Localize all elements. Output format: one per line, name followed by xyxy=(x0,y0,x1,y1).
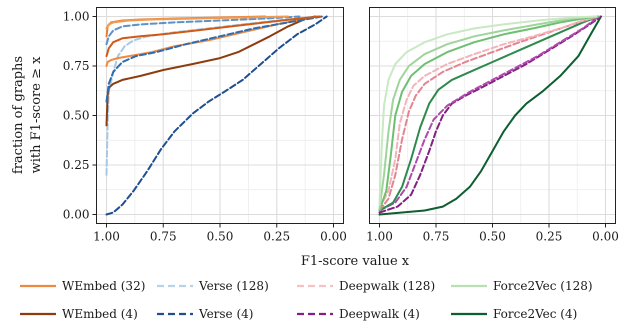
series-line-force2vec-128 xyxy=(378,15,600,212)
series-line-wembed-4 xyxy=(105,15,317,127)
legend-item: Deepwalk (128) xyxy=(297,279,435,293)
y-tick-label: 0.75 xyxy=(63,59,90,73)
x-tick-label: 0.25 xyxy=(536,230,563,244)
panel-right-series xyxy=(378,15,602,216)
x-tick-label: 0.50 xyxy=(207,230,234,244)
series-line-force2vec-4 xyxy=(378,15,602,216)
series-line-force2vec-128 xyxy=(378,15,598,206)
y-tick-label: 0.25 xyxy=(63,158,90,172)
x-tick-label: 0.00 xyxy=(592,230,619,244)
legend-label: Force2Vec (4) xyxy=(493,307,577,321)
x-tick-label: 0.25 xyxy=(263,230,290,244)
legend-label: WEmbed (4) xyxy=(62,307,138,321)
series-line-force2vec-128 xyxy=(378,15,598,210)
y-tick-label: 0.00 xyxy=(63,208,90,222)
series-line-deepwalk-128 xyxy=(378,15,600,210)
series-line-verse-4 xyxy=(105,15,324,103)
legend-label: Force2Vec (128) xyxy=(493,279,593,293)
legend-label: Deepwalk (4) xyxy=(339,307,420,321)
y-axis-title-line-2: with F1-score ≥ x xyxy=(29,56,44,174)
x-tick-label: 1.00 xyxy=(93,230,120,244)
x-axis-title: F1-score value x xyxy=(301,254,410,269)
legend-label: Verse (128) xyxy=(198,279,269,293)
series-line-verse-128 xyxy=(105,15,301,46)
series-line-force2vec-4 xyxy=(378,15,600,212)
legend-item: Verse (4) xyxy=(157,307,253,321)
legend-label: Verse (4) xyxy=(198,307,253,321)
series-line-deepwalk-4 xyxy=(378,15,600,212)
legend-item: Force2Vec (4) xyxy=(451,307,577,321)
legend: WEmbed (32) Verse (128) Deepwalk (128) Forc… xyxy=(20,279,593,321)
x-tick-label: 0.75 xyxy=(423,230,450,244)
legend-item: Deepwalk (4) xyxy=(297,307,420,321)
panel-right: 1.00 0.75 0.50 0.25 0.00 xyxy=(366,7,619,244)
y-tick-label: 1.00 xyxy=(63,10,90,24)
panel-left: 1.00 0.75 0.50 0.25 0.00 0.000.250.500.751.0… xyxy=(63,7,347,244)
x-tick-label: 0.50 xyxy=(479,230,506,244)
legend-label: Deepwalk (128) xyxy=(339,279,435,293)
series-line-verse-4 xyxy=(105,15,328,216)
legend-item: WEmbed (4) xyxy=(20,307,138,321)
y-tick-label: 0.50 xyxy=(63,109,90,123)
legend-label: WEmbed (32) xyxy=(62,279,145,293)
panel-left-x-ticks: 1.00 0.75 0.50 0.25 0.00 xyxy=(93,223,347,244)
x-tick-label: 0.75 xyxy=(150,230,177,244)
y-axis-title-line-1: fraction of graphs xyxy=(11,56,26,174)
panel-right-grid xyxy=(370,8,615,223)
panel-left-series xyxy=(105,15,328,216)
legend-item: Force2Vec (128) xyxy=(451,279,593,293)
series-line-wembed-32 xyxy=(105,15,290,30)
panel-right-x-ticks: 1.00 0.75 0.50 0.25 0.00 xyxy=(366,223,619,244)
x-tick-label: 0.00 xyxy=(320,230,347,244)
legend-item: Verse (128) xyxy=(157,279,269,293)
legend-item: WEmbed (32) xyxy=(20,279,145,293)
panel-left-y-ticks: 0.00 0.25 0.50 0.75 1.00 xyxy=(63,10,97,222)
series-line-wembed-4 xyxy=(105,15,321,58)
x-tick-label: 1.00 xyxy=(366,230,393,244)
